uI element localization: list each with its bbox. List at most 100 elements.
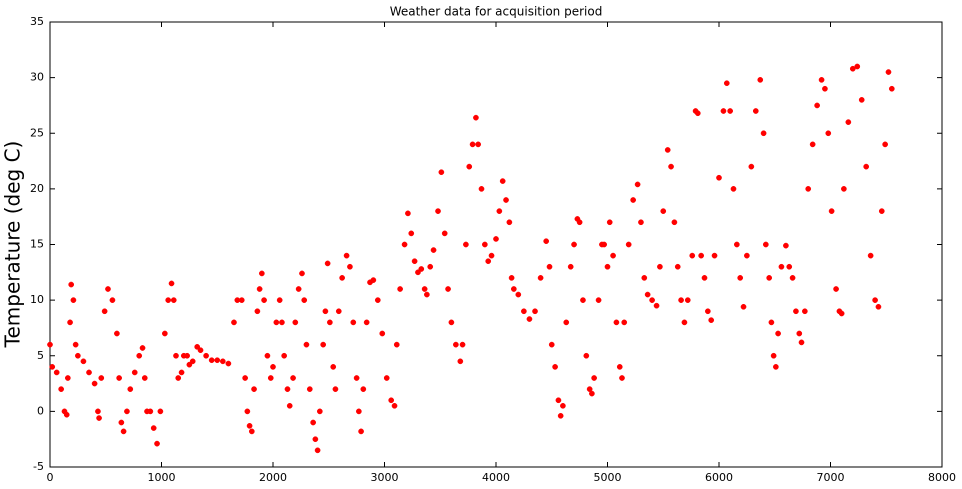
point [203, 352, 209, 359]
point [783, 242, 789, 249]
point [114, 330, 120, 337]
point [214, 357, 221, 364]
point [441, 230, 448, 237]
x-tick-label: 6000 [705, 471, 733, 484]
point [316, 408, 323, 415]
point [53, 369, 60, 376]
x-tick-label: 8000 [928, 471, 956, 484]
point [488, 252, 495, 259]
y-tick-label: 10 [30, 293, 44, 306]
point [737, 275, 744, 281]
point [393, 341, 400, 348]
point [649, 297, 655, 303]
point [576, 219, 583, 226]
point [120, 428, 127, 435]
point [660, 208, 667, 214]
point [327, 319, 333, 326]
point [604, 263, 611, 270]
point [668, 163, 674, 170]
point [98, 375, 105, 381]
point [674, 263, 681, 270]
point [825, 130, 832, 137]
y-tick-label: 5 [37, 349, 44, 362]
point [353, 375, 360, 381]
point [809, 141, 816, 148]
point [546, 263, 553, 270]
point [560, 402, 566, 409]
point [613, 319, 620, 326]
point [270, 364, 276, 370]
point [194, 344, 201, 350]
point [332, 386, 339, 392]
point [154, 440, 160, 447]
point [459, 341, 466, 348]
point [96, 415, 102, 421]
point [657, 263, 663, 270]
point [405, 210, 411, 217]
point [711, 252, 718, 259]
point [708, 317, 715, 323]
point [463, 241, 469, 248]
point [292, 319, 299, 326]
point [872, 297, 878, 303]
point [768, 319, 775, 326]
point [320, 341, 327, 348]
point [244, 408, 251, 415]
point [264, 352, 271, 359]
point [583, 352, 590, 359]
point [254, 308, 261, 315]
point [178, 369, 185, 376]
x-tick-label: 7000 [817, 471, 845, 484]
x-tick-label: 1000 [148, 471, 176, 484]
point [189, 358, 196, 365]
point [499, 178, 506, 184]
point [822, 85, 828, 92]
y-tick-label: 0 [37, 404, 44, 417]
point [589, 390, 595, 397]
point [796, 330, 803, 337]
x-tick-label: 2000 [259, 471, 287, 484]
point [63, 411, 70, 418]
point [888, 85, 895, 92]
point [482, 241, 488, 248]
point [279, 319, 285, 326]
point [805, 186, 812, 192]
point [168, 280, 175, 287]
point [664, 147, 671, 153]
point [435, 208, 441, 214]
point [610, 252, 616, 259]
point [833, 286, 839, 292]
y-tick-label: 20 [30, 182, 44, 195]
point [290, 375, 296, 381]
point [360, 386, 367, 392]
point [242, 375, 248, 381]
point [684, 297, 691, 303]
point [625, 241, 632, 248]
point [391, 402, 398, 409]
point [698, 252, 705, 259]
point [506, 219, 513, 226]
point [818, 77, 825, 83]
point [445, 286, 451, 292]
point [363, 319, 370, 326]
point [150, 425, 157, 431]
point [775, 330, 781, 337]
point [798, 339, 805, 346]
point [508, 275, 515, 281]
point [748, 163, 755, 170]
point [733, 241, 740, 248]
point [383, 375, 390, 381]
point [95, 408, 101, 415]
x-tick-label: 0 [47, 471, 54, 484]
point [139, 345, 146, 351]
point [448, 319, 455, 326]
y-tick-label: 30 [30, 71, 44, 84]
point [256, 286, 263, 292]
point [619, 375, 625, 381]
y-tick-label: -5 [33, 460, 44, 473]
point [606, 219, 613, 226]
point [415, 269, 421, 276]
point [184, 352, 190, 359]
point [430, 247, 437, 253]
